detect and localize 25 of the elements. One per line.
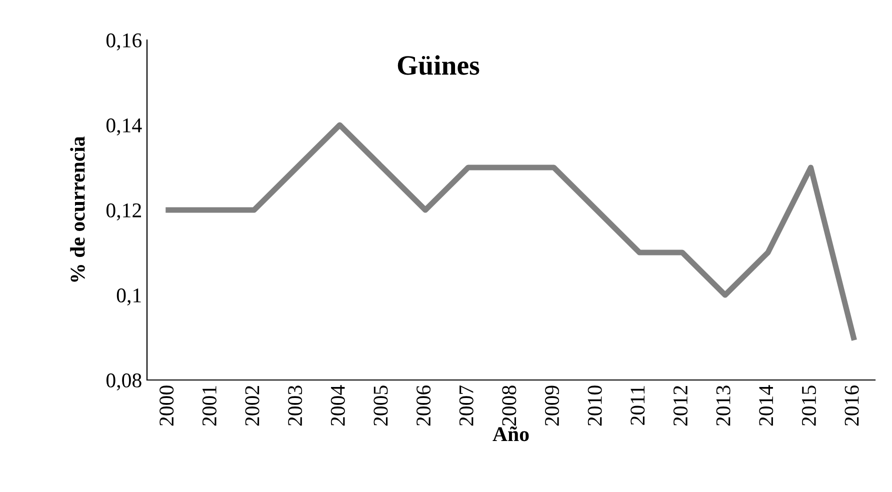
x-tick-label: 2015 bbox=[802, 386, 816, 426]
x-tick-label: 2005 bbox=[374, 386, 388, 426]
x-axis-title: Año bbox=[492, 426, 529, 442]
y-tick-label: 0,16 bbox=[106, 33, 142, 50]
x-tick-label: 2013 bbox=[716, 386, 730, 426]
x-tick-label: 2006 bbox=[416, 385, 431, 426]
y-axis-title: % de ocurrencia bbox=[70, 136, 85, 282]
x-tick-label: 2011 bbox=[630, 386, 645, 425]
y-tick-label: 0,08 bbox=[106, 373, 142, 390]
x-tick-label: 2003 bbox=[288, 386, 302, 426]
x-tick-label: 2001 bbox=[202, 386, 216, 426]
x-tick-label: 2002 bbox=[245, 386, 260, 426]
x-tick-label: 2004 bbox=[330, 385, 345, 426]
x-tick-label: 2012 bbox=[673, 386, 688, 426]
x-tick-label: 2000 bbox=[160, 386, 174, 426]
x-tick-label: 2014 bbox=[759, 385, 774, 426]
x-tick-label: 2009 bbox=[544, 386, 560, 426]
x-tick-label: 2016 bbox=[844, 385, 859, 426]
y-tick-label: 0,12 bbox=[106, 203, 141, 220]
x-tick-label: 2010 bbox=[588, 386, 602, 426]
x-tick-label: 2008 bbox=[502, 386, 516, 426]
x-tick-label: 2007 bbox=[459, 385, 474, 426]
y-tick-label: 0,1 bbox=[116, 288, 141, 306]
chart-title: Güines bbox=[398, 55, 480, 75]
y-tick-label: 0,14 bbox=[106, 118, 142, 136]
